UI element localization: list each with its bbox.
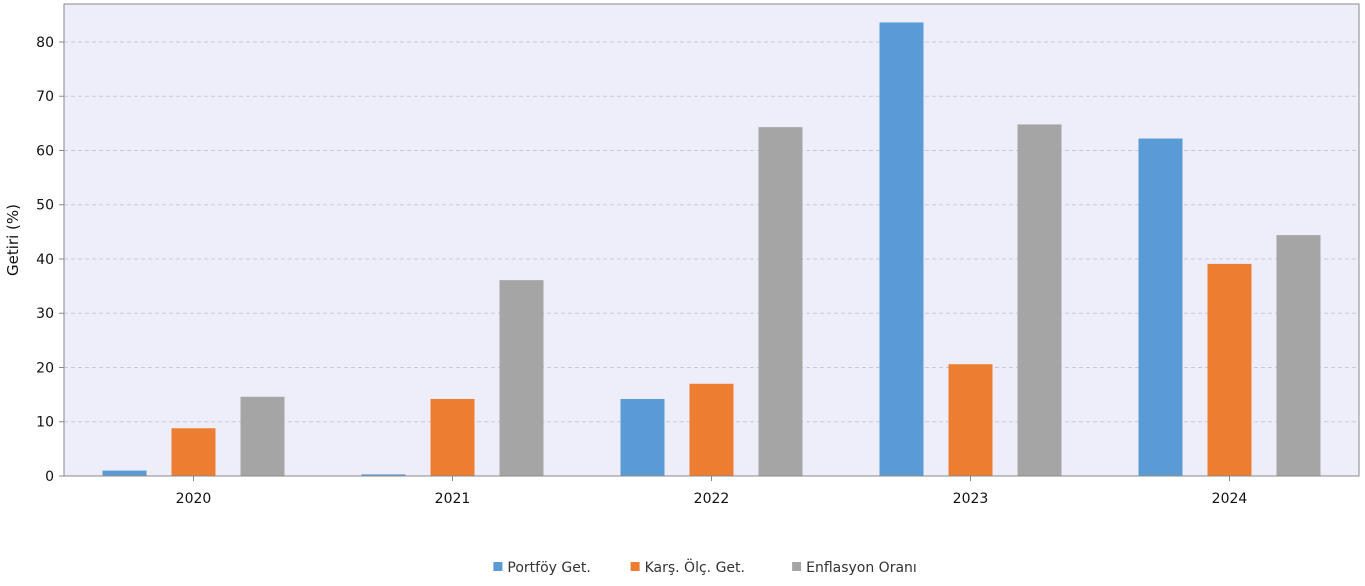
legend-label: Portföy Get. <box>507 560 590 576</box>
bars <box>102 22 1321 476</box>
y-tick-label: 10 <box>36 415 54 431</box>
legend: Portföy Get. Karş. Ölç. Get. Enflasyon Ora… <box>493 558 917 576</box>
y-tick-label: 20 <box>36 360 54 376</box>
bar <box>689 383 734 476</box>
bar <box>620 398 665 476</box>
legend-swatch <box>630 562 640 571</box>
y-tick-label: 0 <box>45 469 54 485</box>
bar <box>1138 138 1183 476</box>
bar <box>758 127 803 476</box>
legend-label: Enflasyon Oranı <box>806 560 917 576</box>
bar <box>171 428 216 476</box>
x-tick-label: 2020 <box>176 491 212 507</box>
bar <box>240 396 285 476</box>
y-tick-label: 40 <box>36 252 54 268</box>
legend-label: Karş. Ölç. Get. <box>645 558 745 576</box>
x-tick-label: 2021 <box>435 491 471 507</box>
bar <box>1276 235 1321 476</box>
legend-item: Portföy Get. <box>493 560 591 576</box>
y-tick-label: 70 <box>36 89 54 105</box>
legend-swatch <box>792 562 802 571</box>
bar <box>1207 263 1252 476</box>
y-tick-label: 30 <box>36 306 54 322</box>
bar <box>499 280 544 476</box>
bar <box>102 470 147 476</box>
bar <box>879 22 924 476</box>
y-tick-label: 50 <box>36 198 54 214</box>
x-tick-label: 2024 <box>1212 491 1248 507</box>
bar <box>1017 124 1062 476</box>
x-tick-label: 2022 <box>694 491 730 507</box>
legend-item: Karş. Ölç. Get. <box>630 558 745 576</box>
bar <box>430 398 475 476</box>
y-axis-title: Getiri (%) <box>4 204 22 276</box>
legend-item: Enflasyon Oranı <box>792 560 917 576</box>
bar <box>361 474 406 476</box>
bar <box>948 364 993 476</box>
x-tick-label: 2023 <box>953 491 989 507</box>
axes: 0 10 20 30 40 50 60 70 80 2020 2021 2022 2023 2024 <box>36 3 1360 507</box>
legend-swatch <box>493 562 503 571</box>
y-tick-label: 60 <box>36 143 54 159</box>
y-tick-label: 80 <box>36 35 54 51</box>
